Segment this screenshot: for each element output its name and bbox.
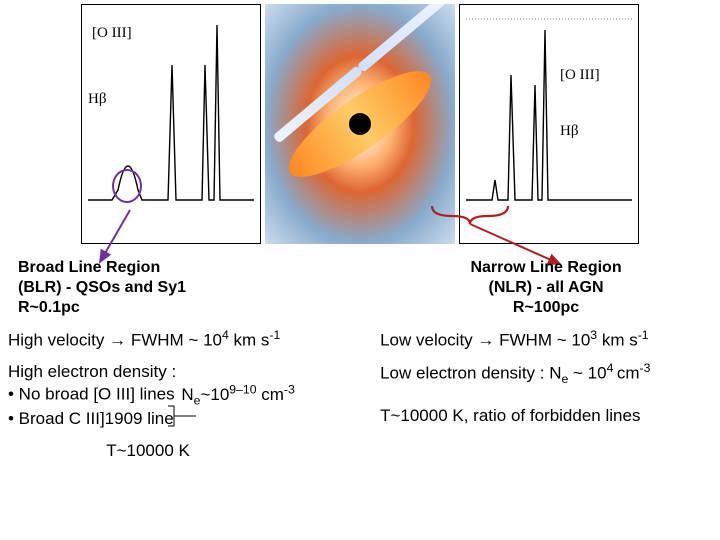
nlr-velocity: Low velocity → FWHM ~ 103 km s-1 bbox=[380, 328, 712, 351]
blr-density-l3b: III bbox=[86, 409, 100, 428]
blr-density-l3a: • Broad C bbox=[8, 409, 86, 428]
nlr-column: Narrow Line Region (NLR) - all AGN R~100… bbox=[374, 258, 712, 471]
nlr-temp: T~10000 K, ratio of forbidden lines bbox=[380, 405, 712, 426]
arrow-right-icon: → bbox=[477, 331, 494, 350]
blr-density-l3c: ]1909 line bbox=[100, 409, 174, 428]
blr-density-l1: High electron density : bbox=[8, 362, 176, 381]
nlr-velocity-pre: Low velocity bbox=[380, 331, 477, 350]
blr-density-l2b: III bbox=[116, 385, 130, 404]
blr-velocity-unit-exp: -1 bbox=[269, 328, 280, 342]
spectrum-right: [O III] Hβ bbox=[459, 4, 639, 244]
label-hbeta-left: Hβ bbox=[88, 91, 106, 108]
label-oiii-left: [O III] bbox=[92, 25, 132, 42]
label-oiii-right: [O III] bbox=[560, 67, 600, 84]
blr-density-l2a: • No broad [O bbox=[8, 385, 116, 404]
blr-temp: T~10000 K bbox=[8, 440, 368, 461]
spectrum-left: [O III] Hβ bbox=[81, 4, 261, 244]
blr-ne-unit-exp: -3 bbox=[284, 382, 295, 396]
blr-density-l2c: ] lines bbox=[130, 385, 174, 404]
blr-ne-N: N bbox=[181, 385, 193, 404]
nlr-density-unit: cm bbox=[617, 364, 640, 383]
blr-velocity-pre: High velocity bbox=[8, 331, 109, 350]
spectrum-right-curve bbox=[460, 5, 640, 245]
nlr-velocity-unit-exp: -1 bbox=[638, 328, 649, 342]
agn-black-hole bbox=[349, 113, 371, 135]
blr-velocity-unit: km s bbox=[229, 331, 270, 350]
nlr-title-l3: R~100pc bbox=[513, 299, 579, 316]
nlr-density-b: ~ 10 bbox=[568, 364, 606, 383]
blr-title-l1: Broad Line Region bbox=[18, 259, 160, 276]
nlr-density-exp: 4 bbox=[607, 361, 617, 375]
nlr-velocity-unit: km s bbox=[597, 331, 638, 350]
text-columns: Broad Line Region (BLR) - QSOs and Sy1 R… bbox=[8, 258, 712, 471]
blr-velocity-post: FWHM ~ 10 bbox=[126, 331, 222, 350]
blr-velocity-exp: 4 bbox=[222, 328, 229, 342]
figure-row: [O III] Hβ [O III] Hβ bbox=[0, 0, 720, 280]
agn-illustration bbox=[265, 4, 455, 244]
nlr-title: Narrow Line Region (NLR) - all AGN R~100… bbox=[380, 258, 712, 318]
blr-title-l2: (BLR) - QSOs and Sy1 bbox=[18, 279, 186, 296]
blr-ne-b: ~10 bbox=[200, 385, 229, 404]
blr-velocity: High velocity → FWHM ~ 104 km s-1 bbox=[8, 328, 368, 351]
nlr-density-a: Low electron density : N bbox=[380, 364, 561, 383]
label-hbeta-right: Hβ bbox=[560, 123, 578, 140]
blr-title-l3: R~0.1pc bbox=[18, 299, 80, 316]
nlr-density: Low electron density : Ne ~ 104 cm-3 bbox=[380, 361, 712, 387]
nlr-title-l1: Narrow Line Region bbox=[470, 259, 621, 276]
blr-column: Broad Line Region (BLR) - QSOs and Sy1 R… bbox=[8, 258, 374, 471]
arrow-right-icon: → bbox=[109, 331, 126, 350]
blr-density: High electron density : • No broad [O II… bbox=[8, 361, 368, 430]
nlr-title-l2: (NLR) - all AGN bbox=[489, 279, 604, 296]
nlr-velocity-post: FWHM ~ 10 bbox=[494, 331, 590, 350]
nlr-density-unit-exp: -3 bbox=[640, 361, 651, 375]
blr-ne-exp: 9–10 bbox=[229, 382, 256, 396]
blr-ne-unit: cm bbox=[257, 385, 284, 404]
blr-title: Broad Line Region (BLR) - QSOs and Sy1 R… bbox=[8, 258, 368, 318]
broad-hump-circle bbox=[112, 169, 142, 203]
